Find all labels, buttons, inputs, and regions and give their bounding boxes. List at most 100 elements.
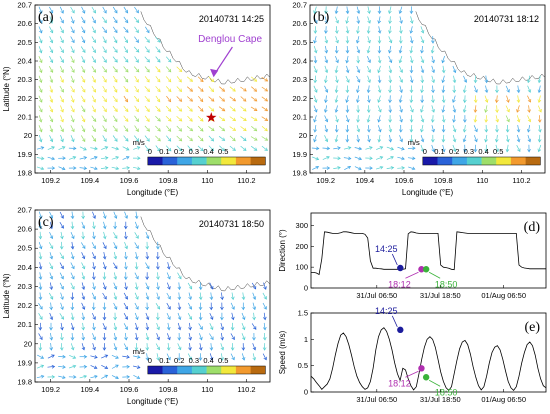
- current-vector: [485, 75, 488, 83]
- current-vector: [101, 146, 108, 150]
- current-vector: [506, 134, 509, 142]
- current-vector-head: [81, 255, 86, 260]
- current-vector-head: [124, 286, 128, 290]
- current-vector: [386, 156, 394, 160]
- current-vector-head: [157, 137, 161, 142]
- current-vector-head: [221, 107, 226, 112]
- coastline: [140, 11, 271, 85]
- current-vector: [145, 333, 149, 340]
- current-vector-head: [505, 129, 510, 133]
- current-vector: [133, 16, 139, 23]
- current-vector: [156, 353, 159, 361]
- current-vector: [538, 75, 541, 83]
- current-vector: [208, 86, 214, 92]
- colorbar-tick-label: 0: [148, 147, 152, 156]
- y-tick-label: 0: [304, 388, 308, 397]
- current-vector-head: [188, 356, 193, 361]
- current-vector-head: [103, 138, 107, 142]
- current-vector: [311, 147, 319, 149]
- current-vector-head: [516, 129, 521, 133]
- current-vector-head: [38, 49, 43, 54]
- y-tick-label: 20.2: [17, 94, 32, 103]
- current-vector-head: [241, 347, 246, 351]
- current-vector-head: [209, 296, 214, 301]
- current-vector: [177, 312, 181, 320]
- current-vector: [527, 75, 531, 83]
- current-vector-head: [83, 364, 88, 369]
- current-vector: [59, 6, 64, 14]
- current-vector: [71, 221, 74, 229]
- current-vector-head: [81, 286, 86, 290]
- colorbar-tick-label: 0.3: [189, 147, 199, 156]
- current-vector: [113, 333, 117, 340]
- y-tick-label: 20.6: [17, 19, 32, 28]
- current-vector: [134, 292, 139, 300]
- current-vector-head: [377, 50, 382, 54]
- current-vector: [252, 353, 256, 361]
- current-vector-head: [199, 336, 203, 341]
- current-vector-head: [124, 88, 129, 93]
- current-vector: [251, 126, 257, 132]
- y-axis-label: Latitude (°N): [2, 66, 11, 111]
- current-vector: [176, 96, 182, 102]
- current-vector: [80, 46, 86, 53]
- current-vector: [113, 343, 117, 351]
- current-vector-head: [335, 39, 339, 44]
- current-vector-head: [124, 316, 128, 320]
- current-vector: [516, 115, 520, 123]
- current-vector-head: [388, 89, 392, 94]
- current-vector-head: [441, 59, 445, 64]
- current-vector-head: [71, 235, 75, 240]
- current-vector: [113, 85, 118, 93]
- current-vector: [165, 86, 172, 92]
- current-vector-head: [145, 347, 150, 351]
- current-vector-head: [60, 275, 64, 280]
- y-tick-label: 19.8: [17, 378, 32, 387]
- current-vector-head: [60, 49, 64, 54]
- current-vector: [81, 16, 86, 24]
- current-vector-head: [92, 138, 97, 142]
- current-vector-head: [484, 129, 489, 133]
- current-vector-head: [72, 355, 77, 359]
- current-vector: [538, 95, 541, 103]
- current-vector: [59, 56, 64, 63]
- current-vector: [91, 46, 96, 53]
- colorbar-unit: m/s: [133, 138, 145, 147]
- current-vector-head: [200, 128, 204, 132]
- current-vector-head: [220, 317, 224, 321]
- current-vector: [335, 65, 338, 73]
- current-vector: [102, 36, 107, 43]
- current-vector-head: [452, 128, 457, 133]
- y-tick-label: 0: [304, 284, 308, 293]
- current-vector: [134, 56, 139, 63]
- current-vector: [165, 145, 172, 152]
- current-vector: [112, 46, 118, 53]
- colorbar-segment: [422, 157, 438, 165]
- current-vector-head: [399, 69, 403, 74]
- current-vector-head: [49, 9, 54, 14]
- current-vector-head: [82, 89, 86, 93]
- current-vector-head: [452, 109, 457, 113]
- current-vector-head: [230, 347, 235, 351]
- current-vector: [389, 26, 391, 34]
- current-vector: [102, 323, 107, 330]
- current-vector: [113, 115, 118, 122]
- current-vector-head: [168, 118, 172, 122]
- current-vector-head: [178, 108, 183, 112]
- current-vector: [59, 26, 64, 33]
- y-tick-label: 20.6: [17, 225, 32, 234]
- current-vector-head: [242, 98, 247, 102]
- current-vector: [135, 211, 138, 219]
- current-vector: [452, 144, 456, 152]
- current-vector: [155, 105, 161, 112]
- current-vector-head: [347, 165, 352, 170]
- current-vector-head: [83, 147, 87, 151]
- current-vector-head: [136, 146, 141, 150]
- current-vector-head: [324, 138, 329, 143]
- current-vector-head: [399, 89, 403, 94]
- current-vector: [70, 125, 75, 132]
- current-vector: [218, 106, 226, 112]
- current-vector: [100, 157, 108, 160]
- current-vector: [474, 105, 477, 113]
- current-vector: [166, 272, 171, 280]
